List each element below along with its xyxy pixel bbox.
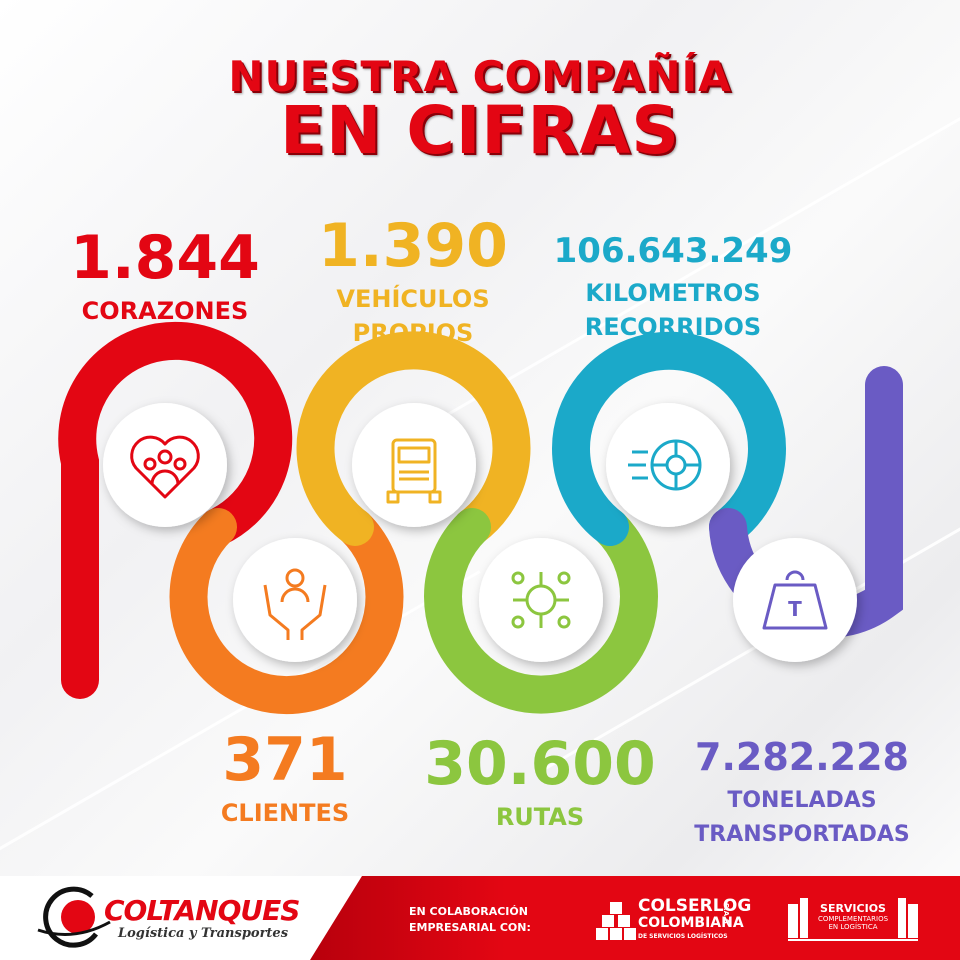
hands-person-icon xyxy=(263,568,327,640)
cubes-logo-icon xyxy=(596,902,636,940)
wheel-icon xyxy=(628,439,702,491)
stat-toneladas: 7.282.228 TONELADAS TRANSPORTADAS xyxy=(682,730,922,852)
icon-circle-kilometros xyxy=(606,403,730,527)
icon-circle-toneladas: T xyxy=(733,538,857,662)
title-line-1: NUESTRA COMPAÑÍA xyxy=(228,52,732,101)
stat-label: TONELADAS xyxy=(727,788,877,813)
partner-servicios: SERVICIOS COMPLEMENTARIOS EN LOGÍSTICA xyxy=(810,902,896,931)
brand-name: COLTANQUES xyxy=(104,894,300,927)
stat-clientes: 371 CLIENTES xyxy=(190,724,380,830)
heart-people-icon xyxy=(130,435,200,499)
wave-segment-blue xyxy=(552,331,786,546)
icon-circle-vehiculos xyxy=(352,403,476,527)
partner-name-2: COLOMBIANA xyxy=(638,915,744,931)
stat-label: KILOMETROS xyxy=(585,279,761,307)
stat-label: TRANSPORTADAS xyxy=(694,822,910,847)
title-line-2: EN CIFRAS xyxy=(280,92,680,169)
stat-rutas: 30.600 RUTAS xyxy=(410,728,670,834)
stat-value: 30.600 xyxy=(424,729,656,799)
weight-icon-letter: T xyxy=(788,597,802,621)
footer-red-band xyxy=(310,876,960,960)
brand-tagline: Logística y Transportes xyxy=(118,926,289,941)
stat-label: CLIENTES xyxy=(220,799,350,827)
stat-value: 1.390 xyxy=(318,211,508,281)
collab-line-2: EMPRESARIAL CON: xyxy=(409,921,531,934)
icon-circle-clientes xyxy=(233,538,357,662)
weight-icon xyxy=(762,570,828,630)
servicios-logo-icon xyxy=(788,898,918,941)
stat-label: CORAZONES xyxy=(81,297,249,325)
wave-segment-orange xyxy=(169,508,404,714)
partner-name-1: COLSERLOG xyxy=(638,896,752,916)
icon-circle-corazones xyxy=(103,403,227,527)
partner2-name: SERVICIOS xyxy=(820,902,886,915)
coltanques-logo-icon xyxy=(37,886,111,948)
stat-value: 106.643.249 xyxy=(553,231,793,271)
wave-segment-yellow xyxy=(296,331,531,546)
partner2-sub-1: COMPLEMENTARIOS xyxy=(817,915,889,923)
wave-segment-red xyxy=(58,321,293,699)
collaboration-text: EN COLABORACIÓN EMPRESARIAL CON: xyxy=(409,904,531,936)
roundabout-routes-icon xyxy=(511,571,571,629)
stat-corazones: 1.844 CORAZONES xyxy=(60,222,270,328)
stat-value: 371 xyxy=(222,725,348,795)
stat-label: RUTAS xyxy=(495,803,585,831)
partner-suffix: S.A.S xyxy=(722,903,730,924)
partner-colserlog: COLSERLOG COLOMBIANA DE SERVICIOS LOGÍST… xyxy=(638,898,751,941)
stat-label: VEHÍCULOS xyxy=(336,285,490,313)
partner-subtitle: DE SERVICIOS LOGÍSTICOS xyxy=(638,933,728,940)
icon-circle-rutas xyxy=(479,538,603,662)
wave-segment-green xyxy=(424,508,658,714)
stat-value: 1.844 xyxy=(70,223,260,293)
truck-icon xyxy=(386,438,442,504)
stat-value: 7.282.228 xyxy=(695,735,909,779)
partner2-sub-2: EN LOGÍSTICA xyxy=(828,923,878,931)
stat-vehiculos: 1.390 VEHÍCULOS PROPIOS xyxy=(308,210,518,350)
collab-line-1: EN COLABORACIÓN xyxy=(409,905,528,918)
